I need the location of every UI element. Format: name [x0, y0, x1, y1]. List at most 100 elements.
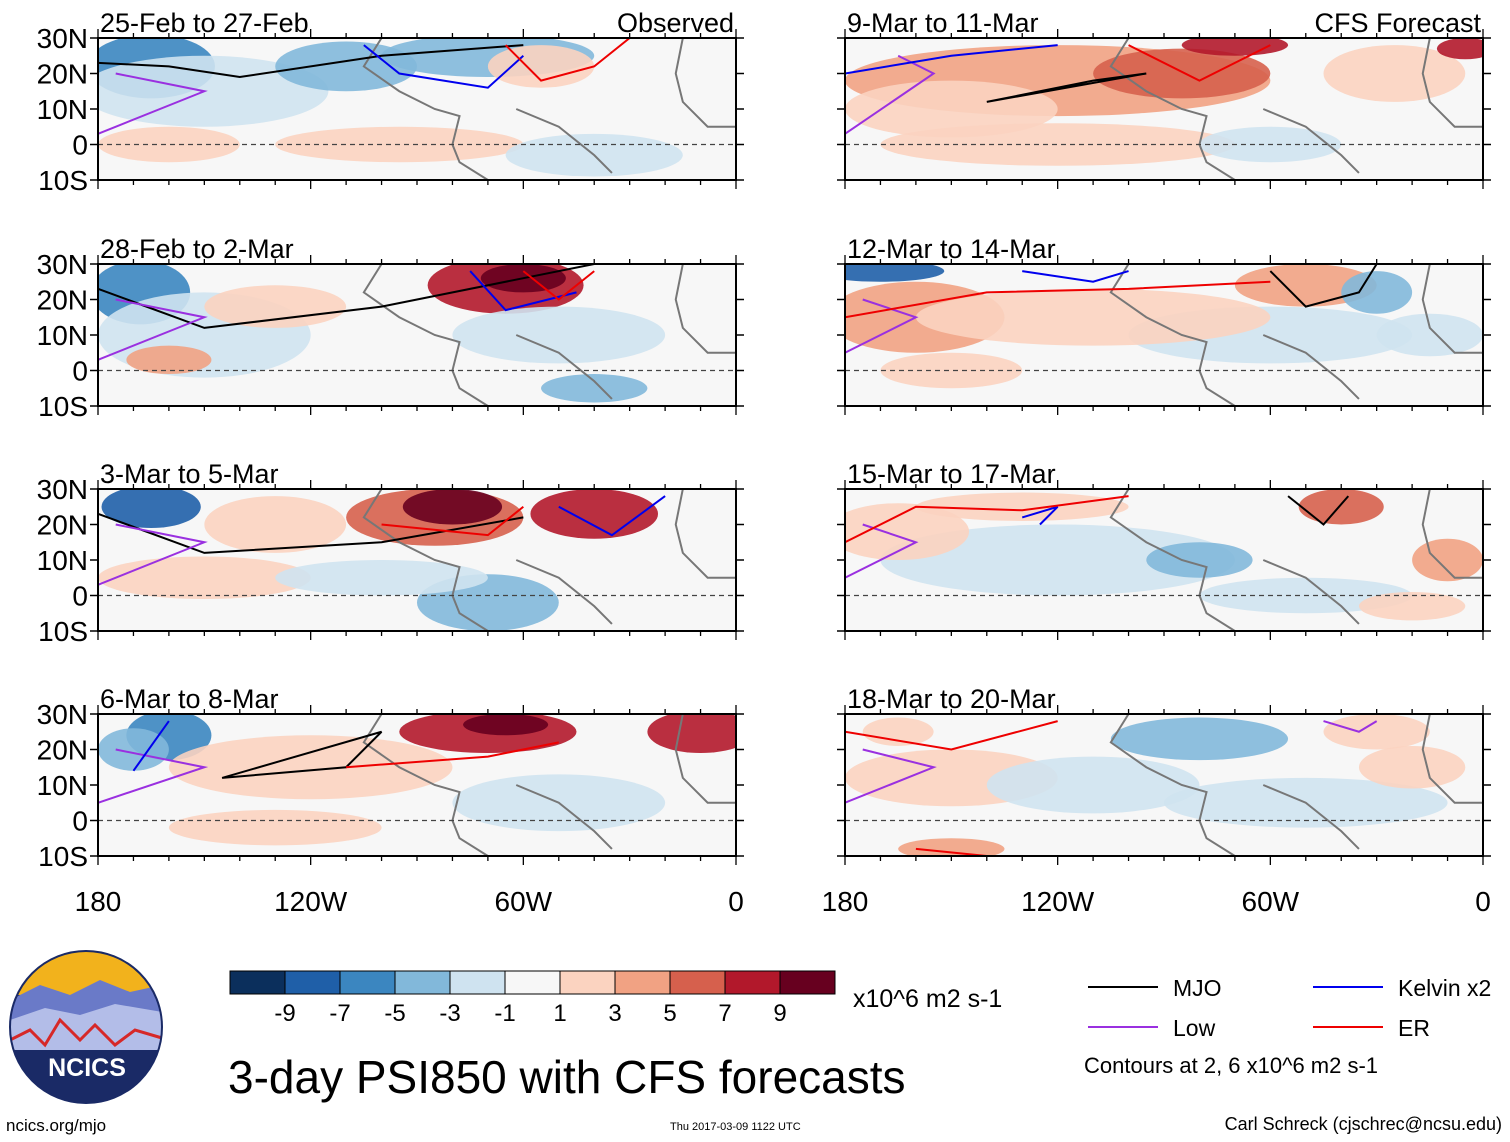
contour-line-1 [221, 730, 383, 779]
y-tick-label: 10N [37, 545, 88, 576]
map-panel-2: 30N 20N 10N 0 10S 28-Feb to 2-Mar [37, 234, 744, 422]
coastline-south-america [1262, 334, 1360, 400]
field-anomaly-8 [1436, 38, 1483, 60]
y-tick-label: 20N [37, 510, 88, 541]
contour-line-1 [98, 44, 524, 79]
coastline-south-america [1262, 784, 1360, 850]
colorbar-swatch [669, 970, 726, 995]
footer-link: ncics.org/mjo [6, 1116, 107, 1135]
contour-line-2 [98, 523, 208, 586]
field-anomaly-5 [1323, 45, 1466, 102]
y-tick-label: 20N [37, 735, 88, 766]
coastline-africa [1421, 264, 1483, 354]
colorbar-swatch [394, 970, 451, 995]
legend-label: MJO [1173, 975, 1222, 1001]
colorbar-label: -1 [494, 1000, 515, 1027]
y-tick-label: 10S [38, 165, 88, 196]
panel-title: 6-Mar to 8-Mar [100, 684, 279, 714]
field-anomaly-8 [1376, 313, 1483, 357]
colorbar-label: -7 [329, 1000, 350, 1027]
coastline-africa [674, 489, 736, 579]
contour-note: Contours at 2, 6 x10^6 m2 s-1 [1084, 1053, 1379, 1078]
coastline [362, 489, 489, 631]
field-anomaly-4 [647, 714, 736, 754]
coastline-south-america [515, 334, 613, 400]
ncics-logo: NCICS [9, 950, 163, 1104]
field-anomaly-4 [986, 756, 1200, 814]
coastline [362, 714, 489, 856]
coastline-africa [1421, 38, 1483, 128]
x-tick-label: 180 [822, 886, 869, 917]
contour-line-3 [132, 720, 170, 772]
legend: MJO Kelvin x2 Low ER [1088, 975, 1491, 1041]
colorbar-label: 1 [553, 1000, 566, 1027]
contour-line-1 [986, 72, 1147, 103]
field-anomaly-8 [275, 560, 488, 596]
contour-line-1 [1287, 495, 1350, 526]
y-tick-label: 20N [37, 59, 88, 90]
psi-field [98, 714, 736, 856]
coastline-south-america [1262, 108, 1360, 174]
legend-label: ER [1398, 1015, 1430, 1041]
field-anomaly-6 [915, 288, 1271, 346]
x-tick-label: 0 [1475, 886, 1491, 917]
panel-title: 18-Mar to 20-Mar [847, 684, 1056, 714]
figure-title: 3-day PSI850 with CFS forecasts [228, 1051, 906, 1103]
map-panel-6: 12-Mar to 14-Mar [837, 234, 1491, 415]
psi-field [845, 264, 1483, 406]
contour-line-4 [522, 270, 595, 301]
contour-line-3 [363, 44, 525, 89]
map-panel-1: 30N 20N 10N 0 10S 25-Feb to 27-Feb Observed [37, 8, 744, 196]
y-tick-label: 0 [72, 806, 88, 837]
colorbar-swatch [284, 970, 341, 995]
colorbar-swatch [504, 970, 561, 995]
contour-line-2 [98, 298, 208, 361]
colorbar-label: 7 [718, 1000, 731, 1027]
field-anomaly-3 [1234, 264, 1377, 307]
coastline-south-america [1262, 559, 1360, 625]
colorbar: -9 -7 -5 -3 -1 1 3 5 7 9 [229, 970, 836, 1027]
field-anomaly-5 [204, 496, 347, 553]
contour-line-2 [98, 72, 208, 135]
y-tick-label: 30N [37, 699, 88, 730]
coastline-africa [1421, 714, 1483, 804]
field-anomaly-8 [915, 492, 1129, 521]
y-tick-label: 10S [38, 841, 88, 872]
coastline-south-america [515, 784, 613, 850]
field-anomaly-2 [1323, 714, 1430, 750]
contour-line-2 [845, 298, 919, 354]
colorbar-swatch [724, 970, 781, 995]
coastline-africa [674, 714, 736, 804]
logo-text: NCICS [48, 1054, 126, 1082]
y-tick-label: 10S [38, 616, 88, 647]
field-anomaly-8 [98, 126, 240, 163]
x-tick-label: 60W [495, 886, 553, 917]
coastline-africa [674, 38, 736, 128]
coastline [362, 264, 489, 406]
x-tick-label: 180 [75, 886, 122, 917]
contour-line-4 [845, 495, 1129, 544]
x-tick-label: 120W [1021, 886, 1095, 917]
contour-line-3 [845, 44, 1058, 75]
contour-line-3 [1021, 505, 1059, 526]
field-anomaly-4 [530, 489, 659, 539]
contour-line-4 [1128, 44, 1271, 82]
field-anomaly-8 [98, 728, 169, 771]
field-anomaly-7 [1358, 745, 1466, 789]
contour-line-3 [1323, 720, 1378, 733]
coastline-south-america [515, 559, 613, 625]
field-anomaly-1 [845, 264, 945, 282]
field-anomaly-2 [98, 55, 329, 127]
colorbar-label: -9 [274, 1000, 295, 1027]
y-tick-label: 30N [37, 23, 88, 54]
psi-field [98, 489, 736, 631]
field-anomaly-3 [1181, 38, 1289, 56]
panel-title: 25-Feb to 27-Feb [100, 8, 309, 38]
footer-timestamp: Thu 2017-03-09 1122 UTC [670, 1121, 801, 1133]
field-anomaly-5 [845, 503, 970, 560]
colorbar-swatch [559, 970, 616, 995]
logo-border [9, 950, 163, 1104]
contour-line-1 [98, 264, 595, 329]
contour-line-4 [346, 741, 559, 769]
